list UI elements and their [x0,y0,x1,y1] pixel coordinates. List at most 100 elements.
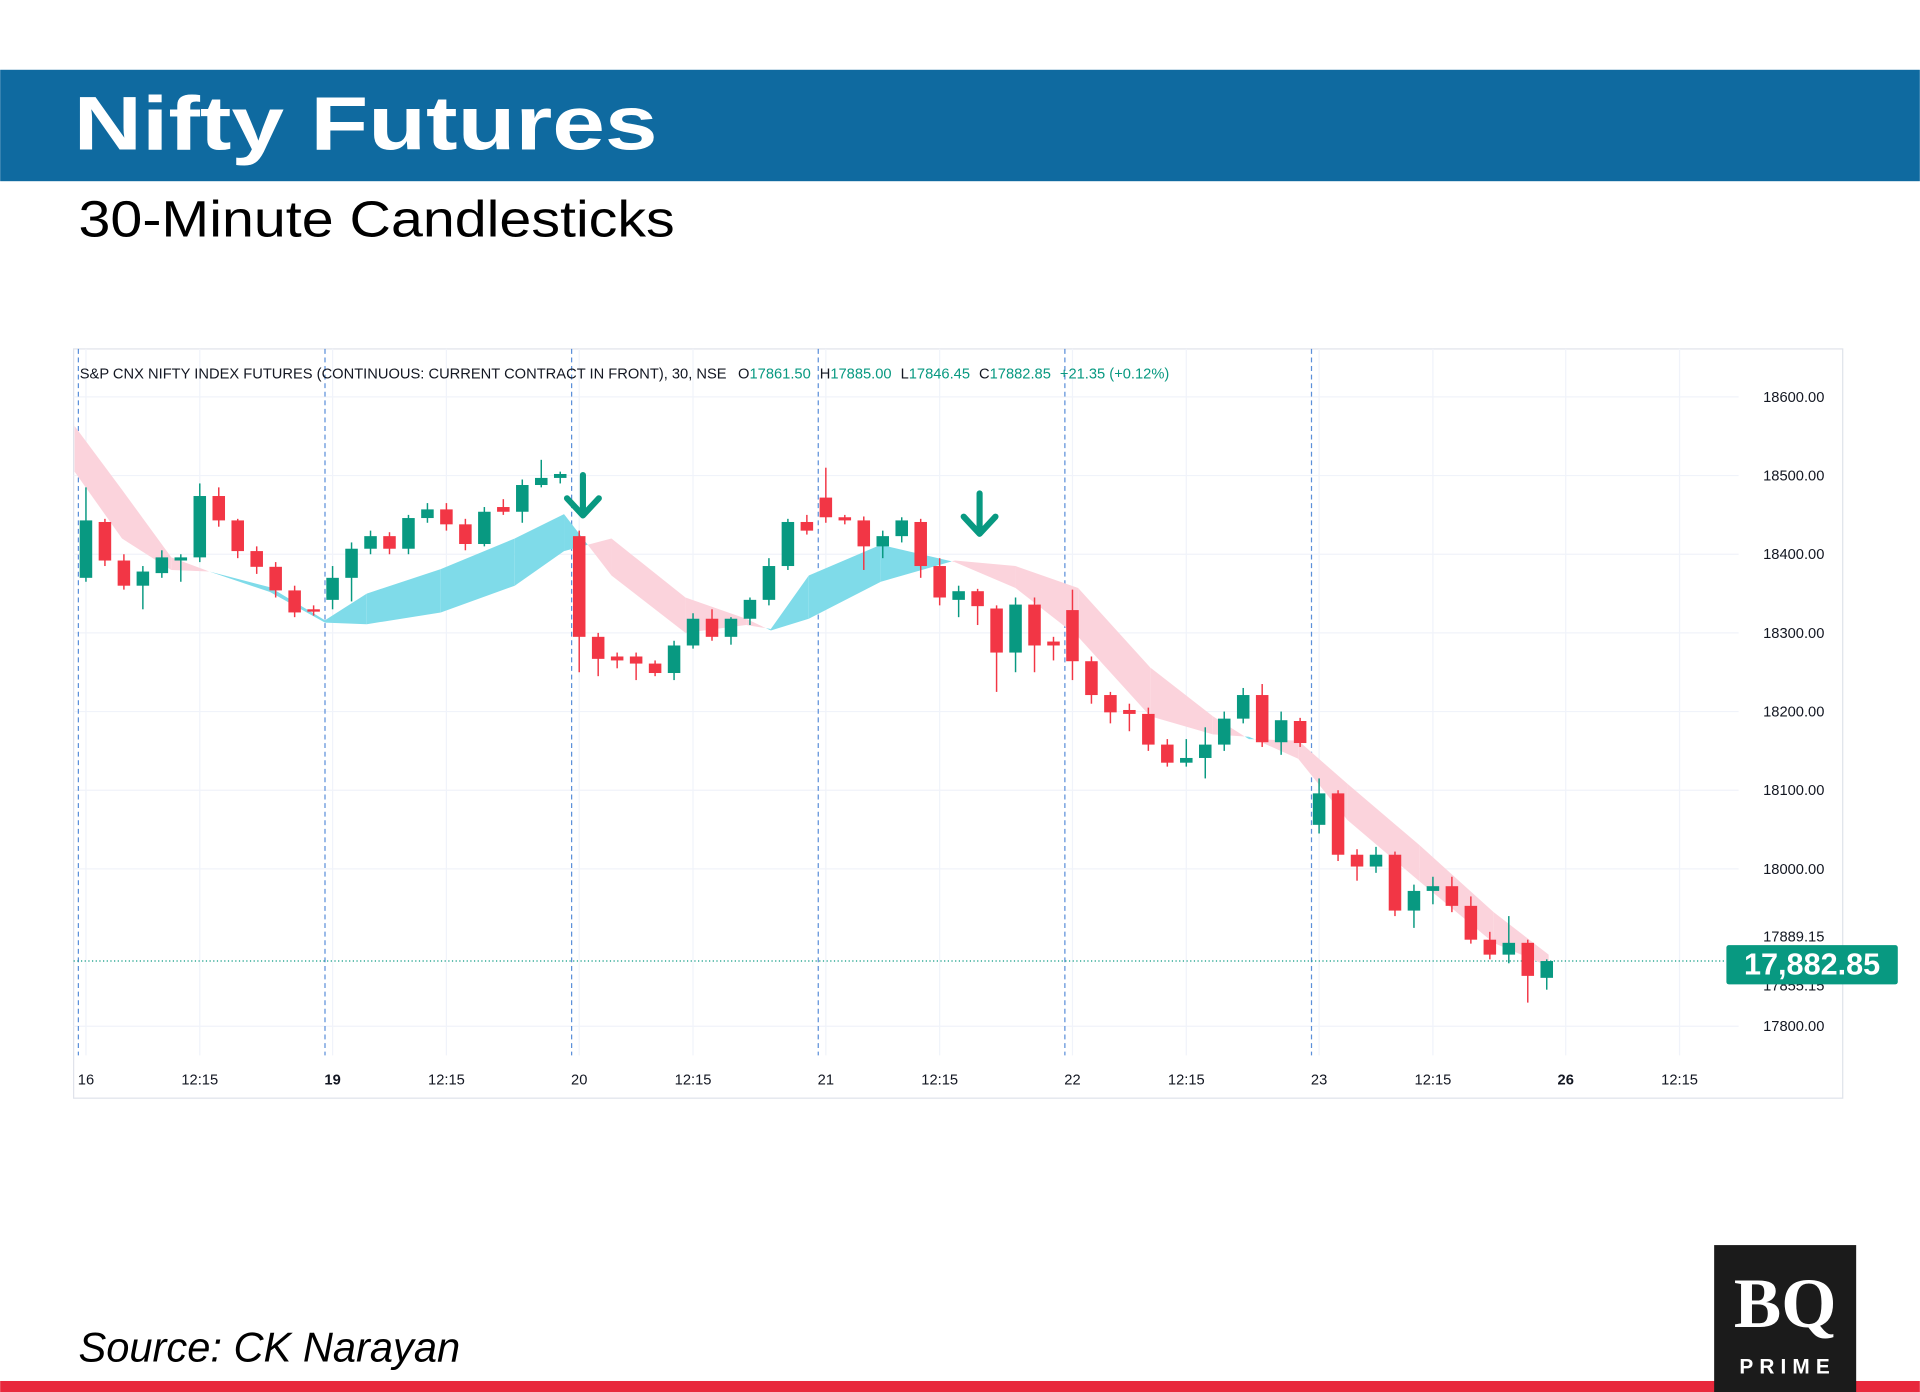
candle-body [819,497,833,518]
ribbon-segment [587,538,612,576]
ribbon-segment [514,514,565,586]
candle-body [1142,713,1155,745]
y-tick-label: 18600.00 [1763,390,1824,406]
y-tick-label: 18200.00 [1763,704,1824,720]
x-tick-label: 12:15 [1168,1073,1205,1089]
candle-body [1161,744,1174,763]
candle-body [990,608,1003,653]
candle-layer [79,459,1554,1003]
candle-body [269,566,282,591]
candle-body [629,656,643,664]
x-tick-label: 23 [1311,1073,1327,1089]
source-note: Source: CK Narayan [79,1323,461,1370]
chart-title: Nifty Futures [74,81,658,166]
candle-body [743,599,757,619]
candle-body [1274,720,1288,743]
candle-body [1255,695,1269,743]
candle-body [781,521,795,567]
price-label: 17889.15 [1763,929,1824,945]
candle-body [383,536,396,549]
ribbon-segment [611,538,686,633]
candle-body [1199,744,1212,758]
logo-mark: BQ [1734,1265,1837,1343]
legend-value: 17882.85 [990,366,1051,382]
legend-change: +21.35 (+0.12%) [1060,366,1169,382]
ribbon-segment [1015,566,1079,637]
candle-body [1009,604,1022,653]
x-tick-label: 12:15 [181,1073,218,1089]
candle-body [1066,610,1079,662]
candle-body [876,536,890,547]
y-tick-label: 17800.00 [1763,1019,1824,1035]
ribbon-segment [954,560,1016,589]
candle-body [364,536,377,549]
candle-body [572,536,586,637]
logo-word: PRIME [1739,1356,1835,1379]
candle-body [212,496,226,521]
candle-body [288,590,301,613]
candle-body [1236,695,1250,719]
candle-body [478,511,491,545]
x-tick-label: 12:15 [921,1073,958,1089]
x-tick-label: 22 [1064,1073,1080,1089]
legend-key: L [901,366,909,382]
candle-body [440,509,453,525]
legend-value: 17885.00 [830,366,891,382]
x-tick-label: 12:15 [428,1073,465,1089]
signal-arrow [563,471,602,519]
x-tick-label: 16 [78,1073,94,1089]
candle-body [591,636,605,659]
candle-body [553,473,567,478]
candle-body [1217,718,1231,745]
candle-body [1502,942,1516,955]
y-tick-label: 18400.00 [1763,547,1824,563]
candle-body [79,520,93,578]
candle-body [724,618,738,637]
ribbon-segment [1150,667,1213,735]
x-tick-label: 20 [571,1073,587,1089]
candle-body [421,509,434,519]
x-tick-label: 12:15 [1661,1073,1698,1089]
candle-body [117,560,131,586]
last-price-tag [1726,945,1898,985]
candle-body [1123,709,1136,714]
candle-body [1426,886,1440,891]
candle-body [800,521,814,531]
candle-body [895,520,908,537]
legend-key: O [738,366,749,382]
last-price-label: 17,882.85 [1744,948,1880,982]
x-tick-label: 12:15 [1415,1073,1452,1089]
candle-body [1047,641,1060,646]
candle-body [535,477,548,486]
ribbon-segment [324,593,367,625]
candle-body [98,521,112,561]
candle-body [155,557,169,574]
candle-body [648,663,662,674]
candle-body [174,557,188,561]
candle-body [1540,961,1554,978]
candle-body [1388,854,1402,911]
ribbon-segment [746,618,766,629]
candle-body [1350,854,1364,867]
y-tick-label: 18100.00 [1763,783,1824,799]
legend-value: 17846.45 [909,366,970,382]
x-tick-label: 21 [818,1073,834,1089]
candle-body [193,496,207,558]
ribbon-segment [951,560,955,563]
candle-body [231,520,244,552]
x-tick-label: 26 [1558,1073,1574,1089]
candle-body [971,591,984,607]
y-tick-label: 18000.00 [1763,862,1824,878]
candle-body [838,517,852,521]
ribbon-segment [366,569,441,625]
candle-body [1293,721,1307,744]
candle-body [250,551,263,567]
ribbon-segment [808,544,881,619]
legend-header: S&P CNX NIFTY INDEX FUTURES (CONTINUOUS:… [80,366,1170,382]
candle-body [307,609,320,612]
candle-body [459,524,472,545]
candle-body [1085,661,1098,696]
candle-body [516,485,529,512]
candle-body [914,521,927,567]
